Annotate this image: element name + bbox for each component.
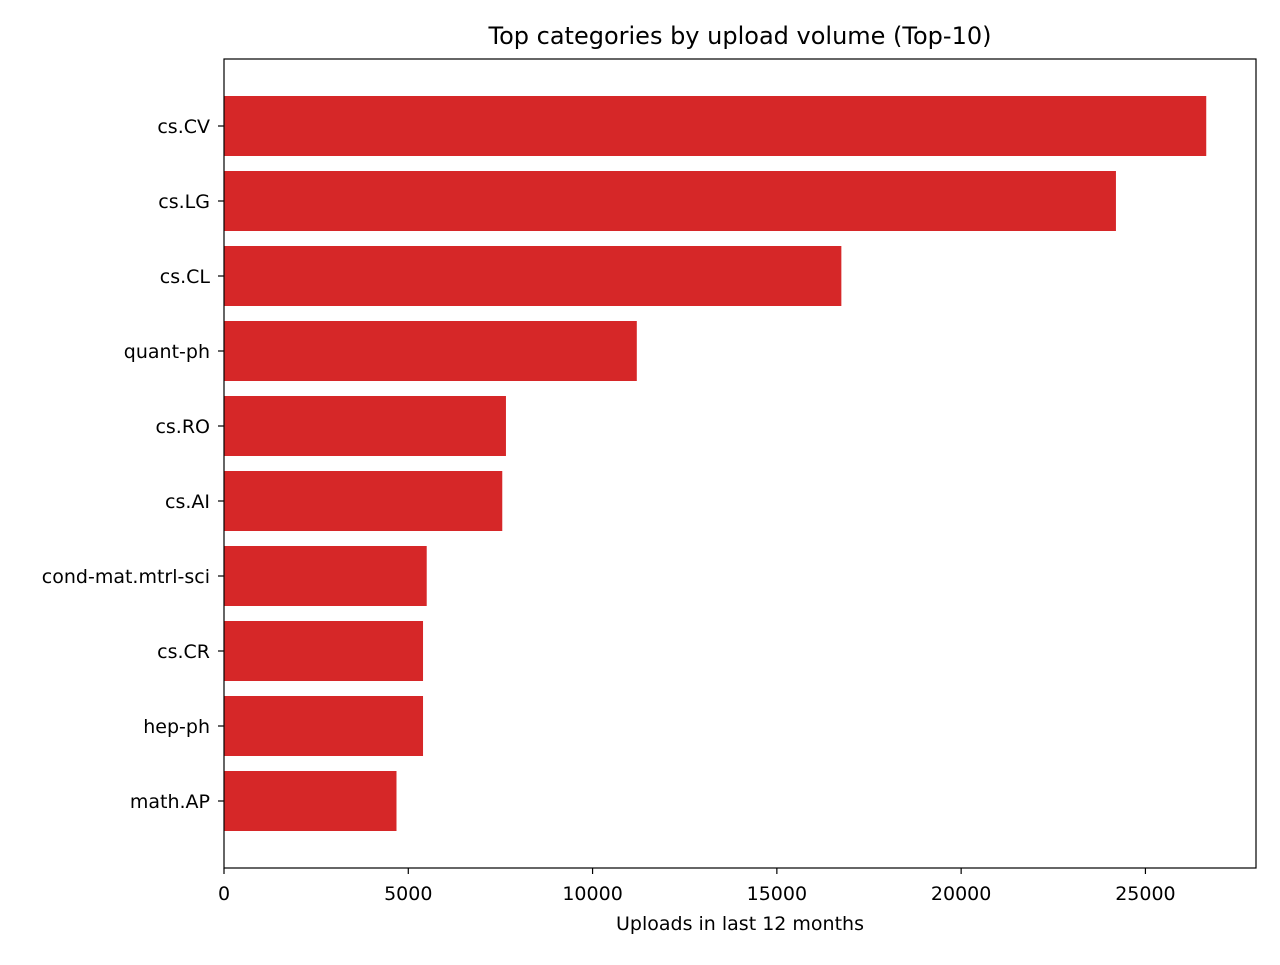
plot-frame [223, 58, 1257, 869]
x-tick-label: 20000 [931, 883, 991, 905]
y-tick-label: math.AP [130, 791, 210, 813]
x-tick-label: 25000 [1115, 883, 1175, 905]
y-tick-label: cs.CR [157, 641, 210, 663]
y-tick-label: cs.CV [157, 116, 210, 138]
bar-cs.AI [224, 471, 503, 531]
x-tick-label: 0 [218, 883, 230, 905]
x-tick-label: 15000 [747, 883, 807, 905]
bar-math.AP [224, 771, 397, 831]
bar-cond-mat.mtrl-sci [224, 546, 427, 606]
x-tick-label: 5000 [384, 883, 432, 905]
y-tick-label: cs.LG [158, 191, 210, 213]
x-tick-label: 10000 [562, 883, 622, 905]
chart-title: Top categories by upload volume (Top-10) [488, 22, 992, 50]
y-tick-label: cs.CL [160, 266, 211, 288]
bar-cs.CR [224, 621, 424, 681]
x-axis-label: Uploads in last 12 months [616, 913, 864, 935]
bar-cs.CV [224, 96, 1207, 156]
bar-hep-ph [224, 696, 424, 756]
y-tick-label: quant-ph [124, 341, 210, 363]
bar-cs.CL [224, 246, 842, 306]
y-tick-label: cs.AI [165, 491, 210, 513]
y-tick-label: cond-mat.mtrl-sci [42, 566, 210, 588]
bar-quant-ph [224, 321, 637, 381]
x-axis-ticks: 0 5000 10000 15000 20000 25000 [218, 868, 1176, 905]
y-tick-label: hep-ph [143, 716, 210, 738]
bar-cs.LG [224, 171, 1116, 231]
y-axis-ticks: cs.CV cs.LG cs.CL quant-ph cs.RO cs.AI cond-ma… [42, 116, 224, 813]
y-tick-label: cs.RO [155, 416, 210, 438]
bars-layer [224, 96, 1207, 831]
bar-cs.RO [224, 396, 506, 456]
